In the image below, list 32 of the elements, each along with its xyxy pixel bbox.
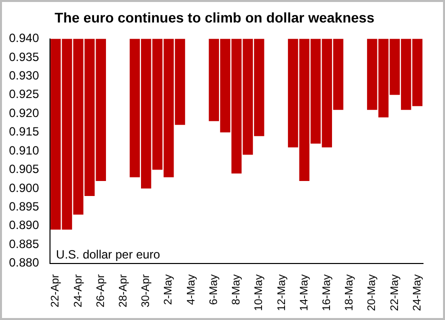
y-tick-label: 0.900 (9, 180, 40, 195)
x-tick-label: 20-May (366, 274, 378, 312)
x-tick-label: 4-May (185, 274, 198, 305)
y-tick-label: 0.940 (9, 31, 40, 46)
x-tick-label: 18-May (344, 274, 356, 312)
x-tick-label: 30-Apr (140, 274, 152, 308)
x-tick-label: 22-May (388, 274, 401, 312)
y-tick-label: 0.905 (9, 162, 40, 176)
x-tick-label: 24-May (411, 274, 424, 312)
x-tick-label: 16-May (320, 274, 333, 312)
x-tick-label: 6-May (208, 274, 220, 305)
y-tick-label: 0.885 (9, 236, 40, 251)
y-tick-label: 0.925 (9, 87, 40, 102)
x-tick-label: 14-May (298, 274, 310, 312)
y-tick-label: 0.920 (9, 106, 40, 120)
x-tick-label: 26-Apr (94, 274, 107, 308)
x-tick-label: 22-Apr (50, 274, 62, 308)
x-tick-label: 2-May (162, 274, 175, 305)
y-tick-label: 0.915 (9, 124, 40, 139)
x-tick-label: 24-Apr (72, 274, 84, 308)
y-tick-label: 0.895 (9, 200, 40, 214)
x-tick-label: 12-May (276, 274, 288, 312)
y-tick-label: 0.890 (9, 218, 40, 232)
x-tick-label: 10-May (253, 274, 266, 312)
y-tick-label: 0.930 (9, 68, 40, 83)
annotation: U.S. dollar per euro (56, 248, 160, 262)
chart-title: The euro continues to climb on dollar weakness (54, 9, 375, 26)
y-tick-label: 0.910 (9, 143, 40, 158)
x-tick-label: 28-Apr (118, 274, 130, 308)
y-tick-label: 0.935 (9, 50, 40, 64)
y-tick-label: 0.880 (9, 256, 40, 270)
x-tick-label: 8-May (230, 274, 243, 305)
